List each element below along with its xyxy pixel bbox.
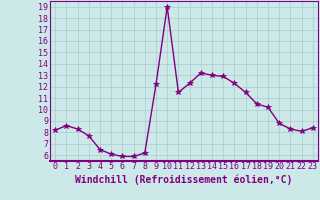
- X-axis label: Windchill (Refroidissement éolien,°C): Windchill (Refroidissement éolien,°C): [75, 174, 293, 185]
